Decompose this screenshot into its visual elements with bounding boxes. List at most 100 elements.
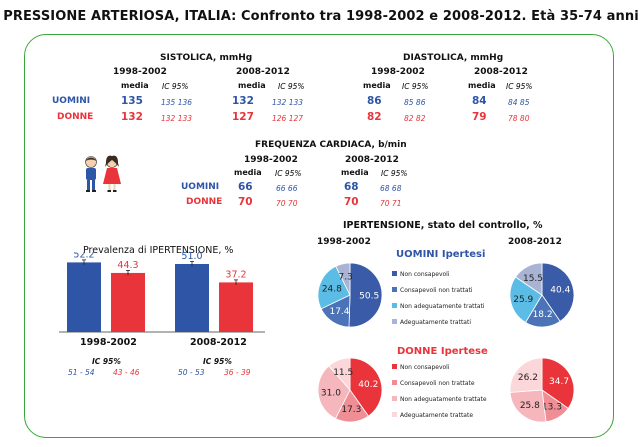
frequenza-title: FREQUENZA CARDIACA, b/min (255, 140, 407, 150)
pie-slice-label: 31.0 (321, 388, 341, 398)
pie-slice-label: 50.5 (359, 291, 379, 301)
diastolica-p2-ic-header: IC 95% (506, 82, 533, 91)
legend-swatch (392, 287, 397, 292)
controllo-men-title: UOMINI Ipertesi (396, 249, 486, 260)
sistolica-p2-header: 2008-2012 (236, 67, 290, 77)
pie-slice-label: 13.3 (542, 402, 562, 412)
pie-slice-label: 25.9 (513, 295, 533, 305)
pie-slice-label: 15.5 (523, 274, 543, 284)
pie-slice-label: 26.2 (518, 373, 538, 383)
pie-slice (317, 265, 351, 310)
diastolica-donne-p2-mean: 79 (472, 111, 487, 123)
pie-slice (541, 262, 575, 322)
legend-swatch (392, 396, 397, 401)
sistolica-p1-header: 1998-2002 (113, 67, 167, 77)
frequenza-p2-header: 2008-2012 (345, 155, 399, 165)
diastolica-p1-media-header: media (363, 81, 391, 90)
pie-slice (349, 357, 383, 417)
frequenza-p2-ic-header: IC 95% (381, 169, 408, 178)
bar-value-label: 51.0 (181, 252, 202, 262)
sistolica-uomini-p2-ci: 132 133 (272, 98, 304, 107)
pie-slice-label: 40.2 (358, 380, 378, 390)
legend-item: Consapevoli non trattati (400, 287, 473, 294)
sistolica-uomini-p1-ci: 135 136 (161, 98, 193, 107)
pie-slice-label: 25.8 (520, 401, 540, 411)
pie-slice (509, 389, 547, 423)
frequenza-p2-media-header: media (341, 168, 369, 177)
frequenza-p1-media-header: media (234, 168, 262, 177)
bar-value-label: 37.2 (225, 269, 246, 280)
pie-slice-label: 24.8 (322, 285, 342, 295)
sistolica-donne-p2-ci: 126 127 (272, 114, 304, 123)
legend-swatch (392, 364, 397, 369)
sistolica-uomini-p2-mean: 132 (232, 95, 254, 107)
pie-slice-label: 34.7 (549, 377, 569, 387)
legend-item: Adeguatamente trattate (400, 412, 473, 419)
bar-value-label: 44.3 (117, 260, 138, 271)
sistolica-p2-media-header: media (238, 81, 266, 90)
diastolica-uomini-p1-mean: 86 (367, 95, 382, 107)
frequenza-uomini-label: UOMINI (181, 182, 220, 192)
controllo-title: IPERTENSIONE, stato del controllo, % (343, 220, 543, 231)
girl-icon (103, 155, 121, 192)
legend-item: Non consapevoli (400, 364, 450, 371)
diastolica-p1-ic-header: IC 95% (402, 82, 429, 91)
legend-item: Adeguatamente trattati (400, 319, 471, 326)
diastolica-title: DIASTOLICA, mmHg (403, 53, 504, 63)
prevalenza-p2-label: 2008-2012 (190, 337, 247, 348)
prevalenza-p1-ci-men: 51 - 54 (68, 368, 95, 377)
bar-uomini-1 (175, 264, 209, 332)
sistolica-title: SISTOLICA, mmHg (160, 53, 253, 63)
boy-girl-icon (85, 155, 121, 192)
diastolica-uomini-p1-ci: 85 86 (404, 98, 426, 107)
legend-item: Non adeguatamente trattate (400, 396, 487, 403)
bar-donne-1 (219, 282, 253, 332)
frequenza-donne-p1-mean: 70 (238, 196, 253, 208)
pie-slice-label: 7.3 (338, 272, 352, 282)
sistolica-p2-ic-header: IC 95% (278, 82, 305, 91)
pie-slice (509, 276, 543, 323)
controllo-pie-charts: 50.517.424.87.340.418.225.915.540.217.33… (317, 262, 575, 423)
sistolica-donne-p1-ci: 132 133 (161, 114, 193, 123)
controllo-p2-label: 2008-2012 (508, 237, 562, 247)
diastolica-donne-p2-ci: 78 80 (508, 114, 530, 123)
prevalenza-title: Prevalenza di IPERTENSIONE, % (83, 245, 234, 256)
prevalenza-p2-ci-men: 50 - 53 (178, 368, 205, 377)
boy-icon (85, 156, 97, 192)
diastolica-donne-p1-mean: 82 (367, 111, 382, 123)
prevalenza-p2-ci-women: 36 - 39 (224, 368, 251, 377)
frequenza-donne-label: DONNE (186, 197, 223, 207)
pie-slice (317, 365, 351, 420)
pie-slice (335, 262, 351, 296)
pie-slice (509, 357, 543, 393)
sistolica-p1-media-header: media (121, 81, 149, 90)
controllo-women-title: DONNE Ipertese (397, 346, 488, 357)
pie-slice (328, 357, 351, 392)
legend-item: Non adeguatamente trattati (400, 303, 485, 310)
frequenza-donne-p2-ci: 70 71 (380, 199, 402, 208)
pie-slice-label: 17.3 (341, 405, 361, 415)
sistolica-p1-ic-header: IC 95% (162, 82, 189, 91)
controllo-p1-label: 1998-2002 (317, 237, 371, 247)
legend-item: Non consapevoli (400, 271, 450, 278)
prevalenza-p1-ci-women: 43 - 46 (113, 368, 140, 377)
prevalenza-bar-chart: 52.2 51.0 44.3 37.2 (59, 252, 265, 333)
sistolica-uomini-p1-mean: 135 (121, 95, 143, 107)
sistolica-uomini-label: UOMINI (52, 96, 91, 106)
pie-slice-label: 18.2 (533, 310, 553, 320)
frequenza-uomini-p1-ci: 66 66 (276, 184, 298, 193)
diastolica-uomini-p2-mean: 84 (472, 95, 487, 107)
pie-slice (541, 357, 575, 409)
diastolica-p2-media-header: media (468, 81, 496, 90)
frequenza-donne-p2-mean: 70 (344, 196, 359, 208)
diastolica-donne-p1-ci: 82 82 (404, 114, 426, 123)
prevalenza-p1-label: 1998-2002 (80, 337, 137, 348)
pie-slice (514, 262, 543, 296)
diastolica-uomini-p2-ci: 84 85 (508, 98, 530, 107)
pie-slice (348, 262, 383, 328)
frequenza-uomini-p2-ci: 68 68 (380, 184, 402, 193)
sistolica-donne-label: DONNE (57, 112, 94, 122)
legend-swatch (392, 271, 397, 276)
legend-swatch (392, 412, 397, 417)
sistolica-donne-p1-mean: 132 (121, 111, 143, 123)
